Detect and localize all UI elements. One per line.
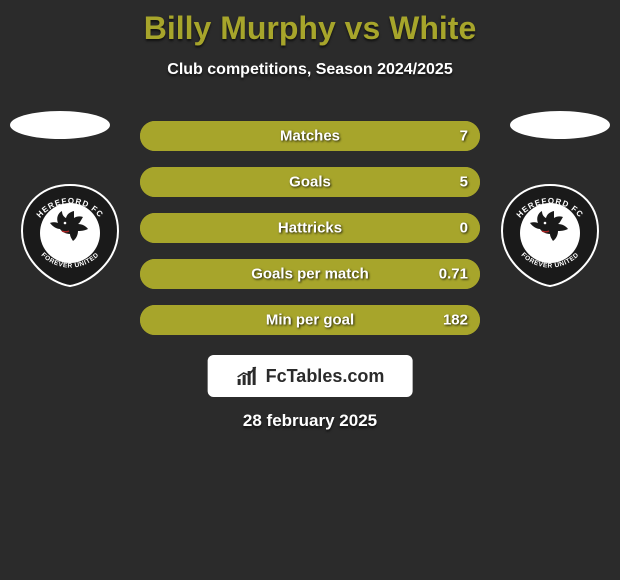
stat-bars: Matches 7 Goals 5 Hattricks 0 Goals per match 0… bbox=[140, 121, 480, 351]
stat-row: Hattricks 0 bbox=[140, 213, 480, 243]
stat-label: Goals per match bbox=[251, 266, 369, 283]
stat-row: Matches 7 bbox=[140, 121, 480, 151]
page-title: Billy Murphy vs White bbox=[0, 0, 620, 47]
right-oval bbox=[510, 111, 610, 139]
stat-value: 182 bbox=[443, 312, 468, 329]
stat-value: 7 bbox=[460, 128, 468, 145]
stat-value: 0 bbox=[460, 220, 468, 237]
stat-row: Min per goal 182 bbox=[140, 305, 480, 335]
stat-label: Matches bbox=[280, 128, 340, 145]
hereford-fc-crest-icon: HEREFORD FC FOREVER UNITED 2015 bbox=[500, 183, 600, 288]
brand-box[interactable]: FcTables.com bbox=[208, 355, 413, 397]
hereford-fc-crest-icon: HEREFORD FC FOREVER UNITED 2015 bbox=[20, 183, 120, 288]
stat-row: Goals 5 bbox=[140, 167, 480, 197]
brand-label: FcTables.com bbox=[266, 366, 385, 387]
stat-label: Min per goal bbox=[266, 312, 354, 329]
stat-value: 5 bbox=[460, 174, 468, 191]
stat-label: Hattricks bbox=[278, 220, 342, 237]
left-oval bbox=[10, 111, 110, 139]
stat-row: Goals per match 0.71 bbox=[140, 259, 480, 289]
right-team-badge: HEREFORD FC FOREVER UNITED 2015 bbox=[500, 183, 600, 288]
left-team-badge: HEREFORD FC FOREVER UNITED 2015 bbox=[20, 183, 120, 288]
svg-text:2015: 2015 bbox=[544, 255, 555, 261]
svg-text:2015: 2015 bbox=[64, 255, 75, 261]
stat-label: Goals bbox=[289, 174, 331, 191]
stat-value: 0.71 bbox=[439, 266, 468, 283]
date-label: 28 february 2025 bbox=[243, 411, 377, 431]
subtitle: Club competitions, Season 2024/2025 bbox=[0, 61, 620, 79]
bar-chart-icon bbox=[236, 365, 262, 387]
